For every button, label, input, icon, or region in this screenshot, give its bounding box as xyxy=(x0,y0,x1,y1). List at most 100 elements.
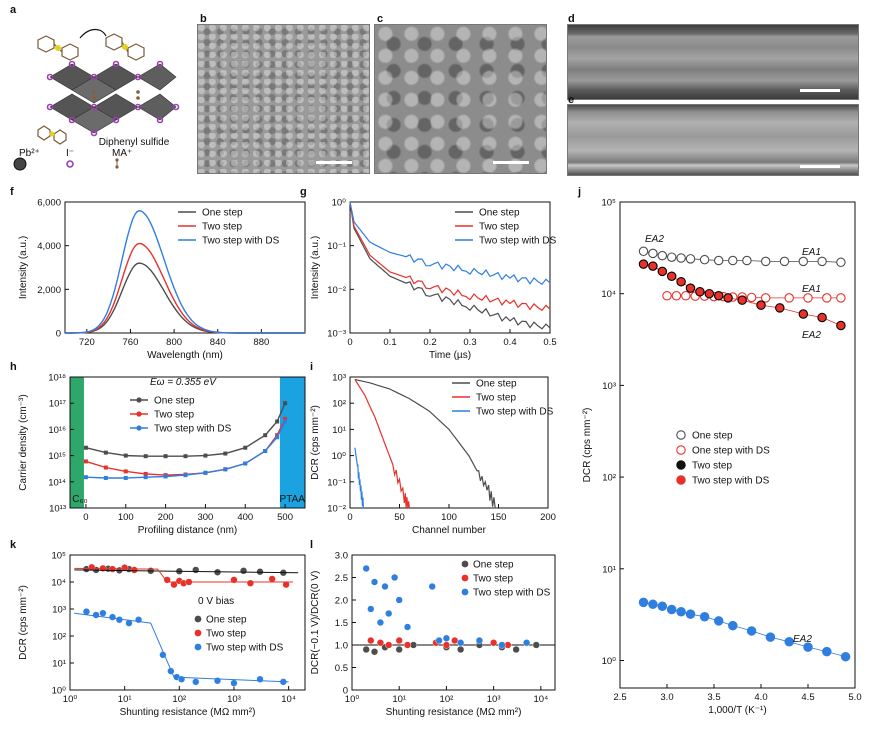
j-data-point xyxy=(713,290,724,301)
j-y-axis-label: DCR (cps mm⁻²) xyxy=(582,408,593,483)
h-plot-frame xyxy=(69,376,306,509)
j-data-point xyxy=(840,651,851,662)
l-data-point xyxy=(435,636,443,645)
j-y-tick-label: 10³ xyxy=(602,381,616,392)
ma-legend-icon xyxy=(115,158,119,169)
j-data-point xyxy=(723,293,733,303)
k-y-axis-label: DCR (cps mm⁻²) xyxy=(18,585,29,660)
ma-legend-label: MA⁺ xyxy=(112,148,132,159)
h-data-point xyxy=(143,471,148,476)
j-data-point xyxy=(760,256,771,267)
diphenyl-sulfide-molecules-icon xyxy=(37,28,145,145)
f-y-tick-label: 0 xyxy=(56,329,61,340)
k-data-point xyxy=(125,619,133,627)
panel-label-e: e xyxy=(568,94,574,106)
j-data-point xyxy=(836,257,846,268)
h-data-point xyxy=(275,433,280,438)
l-data-point xyxy=(362,645,370,654)
j-data-point xyxy=(648,599,658,610)
k-data-point xyxy=(192,678,200,686)
j-data-point xyxy=(695,287,705,297)
j-data-point xyxy=(648,248,658,259)
l-x-tick-label: 10³ xyxy=(487,694,501,705)
panel-label-j: j xyxy=(577,186,581,198)
j-data-point xyxy=(817,256,827,267)
j-data-point xyxy=(728,255,738,266)
f-x-tick-label: 800 xyxy=(166,337,182,348)
octahedra-icon xyxy=(49,63,177,134)
i-y-axis-label: DCR (cps mm⁻²) xyxy=(310,405,321,480)
l-data-point xyxy=(457,645,465,654)
j-data-point xyxy=(666,271,677,281)
h-data-point xyxy=(275,435,280,440)
j-legend-marker xyxy=(676,460,686,470)
k-fit-line xyxy=(74,612,289,683)
k-data-point xyxy=(170,581,178,589)
j-data-point xyxy=(746,292,757,303)
f-series-line xyxy=(65,209,305,334)
j-data-point xyxy=(685,254,696,264)
h-series-line xyxy=(85,421,286,479)
g-x-tick-label: 0.1 xyxy=(383,337,396,348)
k-x-tick-label: 10⁴ xyxy=(281,694,296,705)
k-data-point xyxy=(256,675,264,683)
l-data-point xyxy=(403,641,412,649)
f-y-tick-label: 4,000 xyxy=(37,241,61,252)
j-data-point xyxy=(676,607,686,617)
j-data-point xyxy=(822,293,832,303)
j-x-tick-label: 4.0 xyxy=(754,692,767,703)
j-data-point xyxy=(798,309,809,319)
i-y-tick-label: 10⁻¹ xyxy=(327,477,346,488)
l-y-tick-label: 0 xyxy=(343,686,348,697)
i-x-tick-label: 150 xyxy=(491,512,507,523)
h-series-line xyxy=(85,402,286,457)
i-plot-frame xyxy=(349,376,549,509)
h-y-tick-label: 10¹⁴ xyxy=(48,477,66,488)
h-x-tick-label: 300 xyxy=(197,512,213,523)
iodide-ions-icon xyxy=(46,60,180,137)
g-x-tick-label: 0 xyxy=(347,337,352,348)
g-legend-label: Two step xyxy=(479,222,519,233)
f-legend-label: Two step with DS xyxy=(202,236,280,247)
k-data-point xyxy=(92,611,100,619)
h-data-point xyxy=(263,448,268,453)
k-data-point xyxy=(239,567,248,575)
c60-region xyxy=(70,377,84,508)
h-data-point xyxy=(263,433,268,438)
j-annotation: EA2 xyxy=(793,634,812,645)
h-legend-label: Two step with DS xyxy=(154,424,232,435)
g-x-axis-label: Time (µs) xyxy=(429,350,471,361)
panel-label-d: d xyxy=(568,13,575,25)
l-data-point xyxy=(370,578,379,586)
j-legend-marker xyxy=(676,445,686,455)
h-data-point xyxy=(123,475,128,480)
g-y-tick-label: 10⁻¹ xyxy=(327,241,346,252)
h-data-point xyxy=(183,454,188,459)
g-x-tick-label: 0.4 xyxy=(503,337,516,348)
h-legend-marker xyxy=(136,425,142,431)
k-legend-title: 0 V bias xyxy=(198,596,234,607)
k-x-tick-label: 10⁰ xyxy=(63,694,78,705)
h-x-tick-label: 500 xyxy=(277,512,293,523)
k-x-tick-label: 10² xyxy=(172,694,186,705)
l-data-point xyxy=(498,641,506,649)
f-x-tick-label: 880 xyxy=(253,337,269,348)
pb-legend-icon xyxy=(13,157,27,171)
k-y-tick-label: 10¹ xyxy=(52,659,66,670)
k-legend-label: Two step xyxy=(206,629,246,640)
l-x-tick-label: 10⁴ xyxy=(534,694,549,705)
l-data-point xyxy=(428,582,436,591)
g-x-tick-label: 0.2 xyxy=(423,337,436,348)
g-legend-label: One step xyxy=(479,208,520,219)
h-data-point xyxy=(283,416,288,421)
j-annotation: EA2 xyxy=(802,330,821,341)
g-y-tick-label: 10⁰ xyxy=(332,198,347,209)
i-y-tick-label: 10⁻² xyxy=(327,504,346,515)
h-x-tick-label: 400 xyxy=(237,512,253,523)
j-data-point xyxy=(817,312,827,323)
k-x-tick-label: 10¹ xyxy=(118,694,132,705)
j-legend-label: One step with DS xyxy=(692,446,770,457)
j-data-point xyxy=(713,255,724,266)
h-x-tick-label: 100 xyxy=(118,512,134,523)
j-data-point xyxy=(638,246,649,257)
